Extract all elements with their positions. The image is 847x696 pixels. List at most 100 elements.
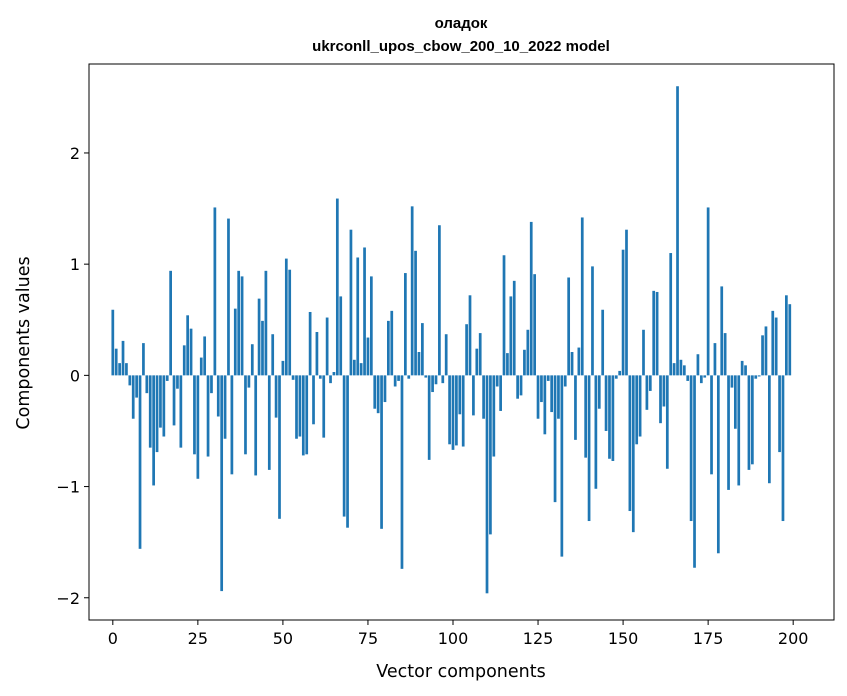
bar [128,375,132,386]
bar [720,286,724,376]
bar [148,375,152,448]
bar [227,218,230,376]
bar [189,328,193,376]
bar [247,375,251,388]
bar [543,375,547,435]
bar [764,326,768,376]
bar [421,323,424,376]
bar [638,375,642,437]
bar [628,375,632,512]
bar [696,354,700,376]
bar [771,310,775,376]
bar [747,375,751,470]
bar [322,375,326,438]
bar [740,360,744,376]
bar [716,375,720,554]
bar [393,375,397,387]
bar [451,375,455,450]
bar [502,255,506,376]
bar [312,375,315,425]
bar [431,375,434,393]
bar [335,198,339,376]
bar [550,375,554,413]
bar [199,357,203,376]
x-tick-label: 75 [358,629,378,648]
bar [713,343,717,376]
bar [193,375,196,455]
bar [546,375,550,381]
bar [723,333,727,376]
bar [363,247,366,376]
bar [281,360,285,376]
bar [301,375,305,456]
plot-area [88,63,835,621]
y-axis: −2 −1 0 1 2 [56,144,89,608]
bar [250,344,254,376]
bar [114,348,118,376]
bar [580,217,584,376]
bar [751,375,754,465]
bar [536,375,540,419]
bar [655,291,659,376]
x-tick-label: 200 [778,629,809,648]
bar [288,269,292,376]
bar [172,375,176,426]
bar [400,375,404,569]
bar [662,375,666,407]
bar [475,348,479,376]
bar [611,375,615,461]
bar [295,375,298,439]
bar [461,375,465,447]
bar [455,375,458,446]
bar [485,375,489,594]
bar [359,363,363,376]
x-tick-label: 50 [273,629,293,648]
bar [230,375,234,475]
bar [492,375,496,457]
chart-title: оладок [435,15,488,32]
bar [427,375,431,460]
y-tick-label: −1 [56,478,80,497]
bar [438,225,441,376]
bar [125,363,128,376]
bar [254,375,258,476]
bar [159,375,162,428]
x-tick-label: 150 [608,629,639,648]
bar [730,375,734,388]
x-tick-label: 25 [188,629,208,648]
chart-subtitle: ukrconll_upos_cbow_200_10_2022 model [312,38,610,55]
bar [380,375,383,529]
bar [267,375,271,470]
bar [465,324,468,376]
bar [284,258,288,376]
bar [152,375,155,486]
bar [131,375,135,419]
bar [332,372,336,376]
bar [785,295,788,376]
bar [407,375,411,379]
bar [417,352,421,376]
bar [220,375,224,592]
bar [346,375,349,528]
bar [625,229,628,376]
bar [138,375,142,549]
bar [390,310,394,376]
bar [533,274,536,376]
bar [597,375,601,409]
bar [387,320,390,376]
bar [169,270,172,376]
bar [529,221,533,376]
bar [342,375,346,517]
bar [206,375,210,457]
bar [458,375,462,415]
bar [482,375,485,419]
bar [404,273,407,376]
bar [274,375,278,418]
bar [444,334,448,376]
bar [652,290,656,376]
bar [516,375,519,399]
bar [145,375,149,394]
bar [182,345,186,376]
bar [648,375,652,391]
